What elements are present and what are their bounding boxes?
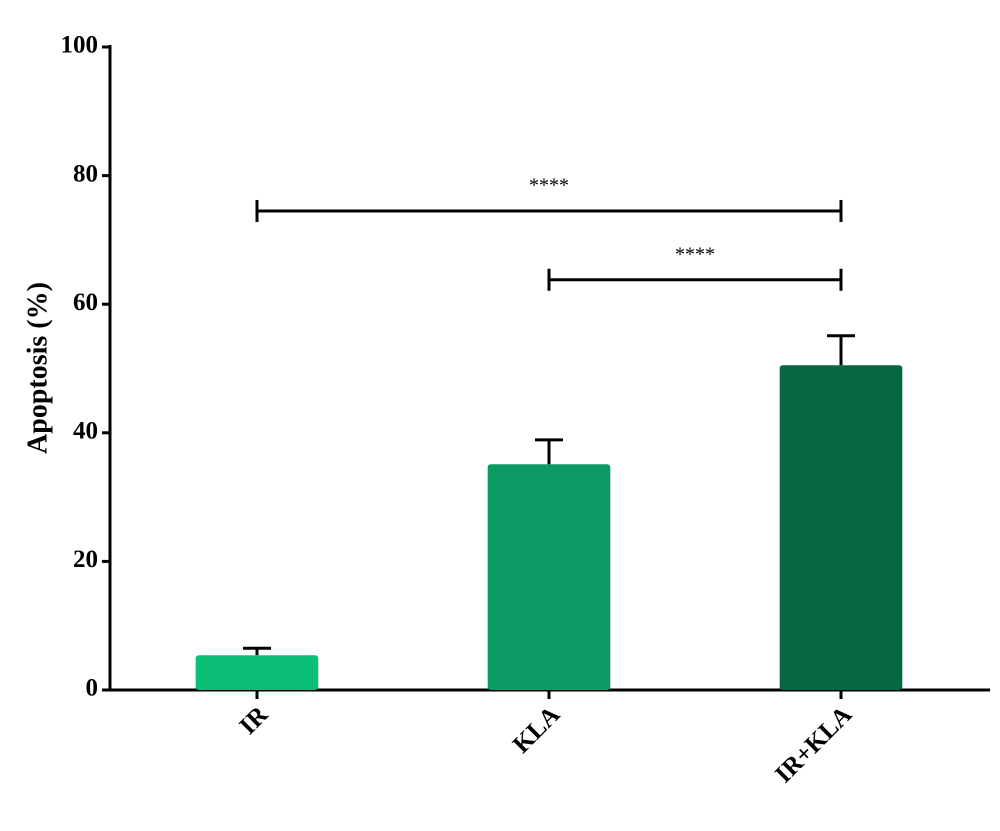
bar — [487, 464, 611, 690]
y-tick-label: 60 — [73, 289, 98, 316]
bar — [779, 365, 903, 690]
x-tick-label: KLA — [508, 701, 565, 758]
significance-label: **** — [675, 243, 715, 265]
y-tick-label: 100 — [61, 32, 99, 59]
y-axis-label: Apoptosis (%) — [22, 282, 53, 454]
significance-label: **** — [529, 175, 569, 197]
bar — [195, 655, 319, 690]
x-tick-label: IR — [235, 701, 274, 740]
x-tick-label: IR+KLA — [770, 701, 857, 788]
y-tick-label: 80 — [73, 160, 98, 187]
y-tick-label: 40 — [73, 418, 98, 445]
y-tick-label: 20 — [73, 546, 98, 573]
y-tick-label: 0 — [86, 675, 99, 702]
